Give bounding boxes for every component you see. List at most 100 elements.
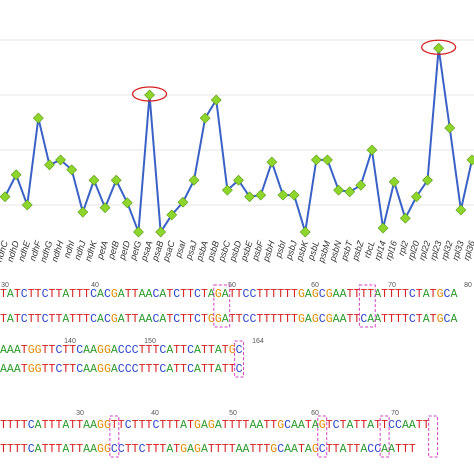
nucleotide: T — [76, 313, 83, 326]
nucleotide: T — [21, 419, 28, 432]
nucleotide: A — [236, 443, 243, 456]
nucleotide: G — [277, 419, 284, 432]
nucleotide: A — [312, 419, 319, 432]
nucleotide: T — [7, 419, 14, 432]
nucleotide: A — [146, 288, 153, 301]
nucleotide: A — [159, 288, 166, 301]
nucleotide: T — [229, 443, 236, 456]
position-number: 30 — [1, 282, 9, 289]
nucleotide: T — [388, 313, 395, 326]
nucleotide: A — [284, 443, 291, 456]
nucleotide: T — [201, 344, 208, 357]
nucleotide: A — [450, 288, 457, 301]
nucleotide: T — [326, 443, 333, 456]
nucleotide: T — [187, 288, 194, 301]
position-number: 50 — [228, 282, 236, 289]
nucleotide: T — [49, 344, 56, 357]
point-marker — [199, 112, 211, 124]
point-marker — [410, 191, 422, 203]
nucleotide: T — [42, 419, 49, 432]
nucleotide: G — [229, 344, 236, 357]
nucleotide: A — [222, 288, 229, 301]
nucleotide: C — [42, 313, 49, 326]
point-marker — [299, 226, 311, 238]
nucleotide: G — [326, 313, 333, 326]
nucleotide: C — [28, 443, 35, 456]
nucleotide: G — [97, 344, 104, 357]
nucleotide: G — [215, 288, 222, 301]
nucleotide: A — [208, 288, 215, 301]
nucleotide: T — [277, 288, 284, 301]
sequence-row: AAATGGTTCTTCAAGGACCCTTTCATTCATTATGC — [0, 344, 243, 357]
point-marker — [77, 206, 89, 218]
nucleotide: C — [236, 344, 243, 357]
nucleotide: T — [152, 344, 159, 357]
nucleotide: C — [409, 288, 416, 301]
nucleotide: T — [353, 313, 360, 326]
nucleotide: C — [444, 313, 451, 326]
point-marker — [10, 169, 22, 181]
nucleotide: G — [104, 443, 111, 456]
nucleotide: G — [437, 313, 444, 326]
nucleotide: C — [388, 419, 395, 432]
nucleotide: C — [333, 419, 340, 432]
nucleotide: T — [291, 288, 298, 301]
nucleotide: T — [125, 443, 132, 456]
nucleotide: T — [277, 313, 284, 326]
nucleotide: A — [90, 443, 97, 456]
nucleotide: T — [62, 344, 69, 357]
point-marker — [255, 189, 267, 201]
nucleotide: A — [111, 344, 118, 357]
nucleotide: T — [423, 419, 430, 432]
point-marker — [422, 174, 433, 186]
nucleotide: T — [21, 363, 28, 376]
nucleotide: T — [62, 363, 69, 376]
point-marker — [399, 212, 411, 224]
nucleotide: T — [139, 363, 146, 376]
nucleotide: C — [118, 344, 125, 357]
nucleotide: C — [118, 363, 125, 376]
nucleotide: C — [243, 313, 250, 326]
nucleotide: T — [395, 288, 402, 301]
nucleotide: A — [340, 313, 347, 326]
nucleotide: C — [159, 344, 166, 357]
nucleotide: A — [305, 313, 312, 326]
nucleotide: C — [55, 344, 62, 357]
nucleotide: A — [14, 344, 21, 357]
point-marker — [188, 174, 200, 186]
nucleotide: T — [0, 419, 7, 432]
nucleotide: T — [353, 288, 360, 301]
nucleotide: T — [229, 313, 236, 326]
nucleotide: G — [298, 313, 305, 326]
point-marker — [377, 222, 389, 234]
nucleotide: G — [180, 443, 187, 456]
nucleotide: T — [69, 443, 76, 456]
nucleotide: C — [42, 288, 49, 301]
nucleotide: T — [180, 363, 187, 376]
nucleotide: C — [152, 313, 159, 326]
point-marker — [0, 191, 11, 203]
nucleotide: T — [347, 288, 354, 301]
nucleotide: G — [312, 288, 319, 301]
nucleotide: A — [291, 443, 298, 456]
nucleotide: G — [111, 313, 118, 326]
nucleotide: T — [49, 419, 56, 432]
point-marker — [99, 202, 111, 214]
nucleotide: A — [83, 419, 90, 432]
nucleotide: A — [381, 443, 388, 456]
nucleotide: T — [305, 419, 312, 432]
nucleotide: G — [312, 443, 319, 456]
nucleotide: T — [35, 288, 42, 301]
nucleotide: T — [173, 344, 180, 357]
point-marker — [110, 174, 122, 186]
nucleotide: A — [423, 288, 430, 301]
nucleotide: T — [201, 313, 208, 326]
nucleotide: A — [374, 313, 381, 326]
nucleotide: T — [236, 313, 243, 326]
nucleotide: C — [236, 363, 243, 376]
point-marker — [233, 174, 244, 186]
nucleotide: A — [35, 419, 42, 432]
nucleotide: T — [76, 288, 83, 301]
point-marker — [355, 179, 367, 191]
nucleotide: T — [152, 363, 159, 376]
